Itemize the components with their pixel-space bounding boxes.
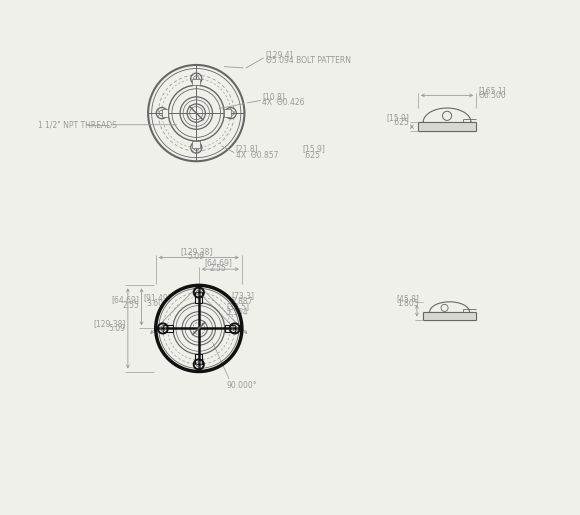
Text: [91.49]: [91.49] [143,294,171,302]
Text: 2.55: 2.55 [210,264,227,272]
Text: Θ6.500: Θ6.500 [478,91,506,100]
Text: 4X  Θ0.426: 4X Θ0.426 [262,98,304,107]
Text: 5.09: 5.09 [188,252,205,261]
Text: 2.55: 2.55 [122,301,139,310]
Polygon shape [224,109,231,117]
Text: 1.805: 1.805 [397,299,419,308]
Text: .625: .625 [303,151,320,160]
Text: 90.000°: 90.000° [227,381,258,390]
Text: [73.3]: [73.3] [232,291,255,300]
Text: 2.887: 2.887 [232,297,253,305]
Polygon shape [224,325,235,332]
Polygon shape [163,325,173,332]
Polygon shape [418,122,476,131]
Text: [64.69]: [64.69] [204,259,232,268]
Text: [45.8]: [45.8] [396,294,419,303]
Text: 1.554: 1.554 [226,308,248,317]
Text: [129.38]: [129.38] [180,247,212,256]
Text: 3.60: 3.60 [147,299,164,308]
Polygon shape [195,293,202,303]
Text: [15.9]: [15.9] [386,113,409,122]
Text: .625: .625 [393,118,409,127]
Text: [10.8]: [10.8] [262,92,285,101]
Polygon shape [195,354,202,365]
Text: [165.1]: [165.1] [478,86,506,95]
Text: 1 1/2" NPT THREADS: 1 1/2" NPT THREADS [38,121,117,129]
Text: [15.9]: [15.9] [303,145,325,153]
Text: [39.5]: [39.5] [226,302,249,312]
Polygon shape [162,109,168,117]
Text: Θ5.094 BOLT PATTERN: Θ5.094 BOLT PATTERN [266,56,351,65]
Polygon shape [192,79,200,85]
Polygon shape [423,312,476,320]
Text: [21.8]: [21.8] [236,145,259,153]
Polygon shape [192,141,200,148]
Text: 4X  Θ0.857: 4X Θ0.857 [236,151,278,160]
Text: [64.69]: [64.69] [111,295,139,304]
Text: [129.4]: [129.4] [266,50,293,59]
Text: [129.38]: [129.38] [93,319,125,328]
Text: 5.09: 5.09 [108,324,125,333]
